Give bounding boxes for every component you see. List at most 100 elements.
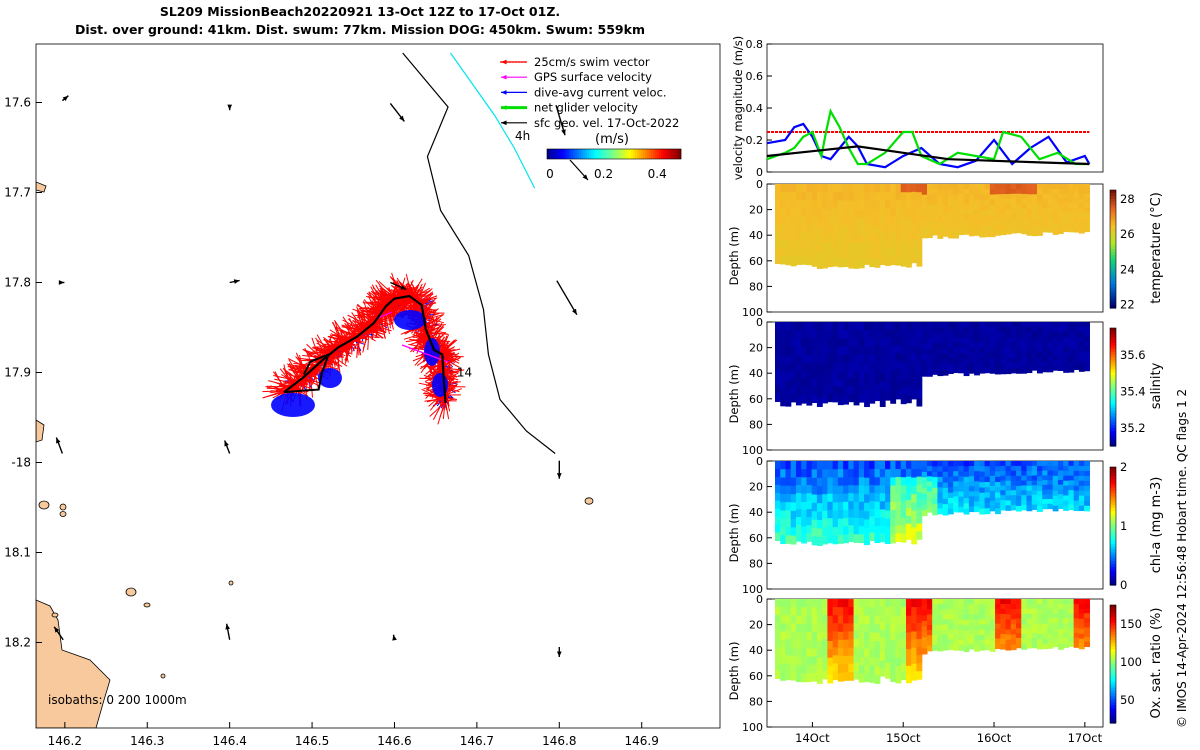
section-y-tick-label: 100: [742, 583, 763, 596]
section-cell: [811, 233, 818, 243]
colorbar-cell: [1110, 342, 1116, 347]
section-cell: [811, 192, 818, 202]
section-cell: [780, 215, 787, 225]
section-cell: [785, 526, 792, 536]
section-cell: [853, 355, 860, 365]
section-cell: [1021, 347, 1028, 354]
section-cell: [827, 477, 834, 487]
colorbar-cell: [1110, 564, 1116, 568]
section-cell: [1031, 485, 1038, 491]
section-cell: [1036, 481, 1043, 487]
section-cell: [947, 599, 954, 605]
map-colorbar-cell: [675, 149, 678, 159]
section-cell: [916, 249, 923, 259]
section-cell: [942, 184, 949, 190]
section-cell: [921, 510, 928, 517]
reef-islet: [125, 587, 137, 597]
section-cell: [848, 377, 855, 387]
section-cell: [1047, 336, 1054, 343]
section-cell: [1021, 461, 1028, 467]
section-cell: [958, 357, 965, 364]
section-cell: [1084, 226, 1090, 233]
section-cell: [942, 204, 949, 211]
section-cell: [968, 628, 975, 635]
section-cell: [1005, 480, 1012, 487]
section-cell: [885, 654, 891, 663]
section-cell: [858, 362, 865, 371]
section-cell: [1063, 642, 1070, 648]
colorbar-cell: [1110, 552, 1116, 557]
section-cell: [1016, 184, 1022, 190]
section-cell: [832, 377, 839, 387]
section-cell: [811, 354, 818, 363]
section-cell: [822, 646, 828, 656]
section-cell: [1000, 229, 1007, 236]
velocity-series-geo: [766, 145, 1090, 166]
section-cell: [795, 664, 802, 674]
section-cell: [1047, 341, 1054, 348]
section-cell: [837, 493, 844, 503]
section-cell: [926, 354, 933, 361]
section-cell: [801, 632, 808, 641]
map-colorbar-cell: [633, 149, 636, 159]
section-cell: [816, 364, 823, 374]
section-cell: [869, 484, 876, 494]
swim-vectors-red-b-arrow: [443, 364, 452, 375]
velocity-series-dive_avg: [766, 122, 1091, 169]
section-cell: [890, 664, 897, 674]
section-cell: [995, 471, 1001, 478]
section-cell: [790, 502, 797, 512]
section-cell: [1010, 367, 1017, 374]
section-cell: [864, 248, 870, 257]
section-cell: [832, 599, 839, 608]
section-cell: [1063, 461, 1070, 467]
section-cell: [932, 363, 939, 370]
section-cell: [984, 502, 991, 509]
section-cell: [984, 634, 991, 641]
colorbar-cell: [1110, 243, 1116, 247]
section-cell: [795, 623, 802, 633]
section-cell: [801, 256, 808, 265]
section-cell: [827, 208, 834, 218]
section-cell: [853, 322, 860, 331]
section-cell: [874, 376, 881, 386]
section-cell: [942, 509, 949, 516]
section-cell: [827, 322, 834, 331]
section-cell: [1063, 332, 1070, 338]
section-cell: [822, 259, 828, 269]
section-cell: [953, 476, 959, 482]
section-cell: [1031, 214, 1038, 221]
section-cell: [958, 599, 965, 605]
section-cell: [937, 189, 944, 196]
section-cell: [890, 192, 897, 201]
section-cell: [811, 486, 818, 496]
section-cell: [916, 208, 923, 218]
colorbar-cell: [1110, 475, 1116, 480]
section-cell: [1016, 352, 1022, 359]
section-cell: [1005, 198, 1012, 205]
map-y-tick-label: 17.9: [4, 366, 31, 380]
section-y-tick-label: 20: [749, 481, 763, 494]
isobaths-label: isobaths: 0 200 1000m: [48, 693, 187, 707]
section-cell: [785, 639, 792, 648]
section-cell: [1073, 350, 1080, 356]
section-cell: [822, 477, 828, 487]
section-cell: [1063, 212, 1070, 218]
section-cell: [790, 647, 797, 657]
section-cell: [905, 200, 912, 210]
section-cell: [816, 511, 823, 521]
section-cell: [890, 362, 897, 372]
section-cell: [953, 357, 959, 363]
section-cell: [953, 327, 959, 333]
section-cell: [926, 226, 933, 233]
section-cell: [1084, 622, 1090, 629]
section-cell: [837, 258, 844, 268]
section-cell: [1016, 203, 1022, 209]
section-cell: [1031, 365, 1038, 371]
section-cell: [1052, 365, 1059, 371]
section-cell: [1036, 466, 1043, 472]
section-cell: [947, 342, 954, 349]
section-cell: [811, 615, 818, 625]
section-cell: [806, 355, 813, 365]
